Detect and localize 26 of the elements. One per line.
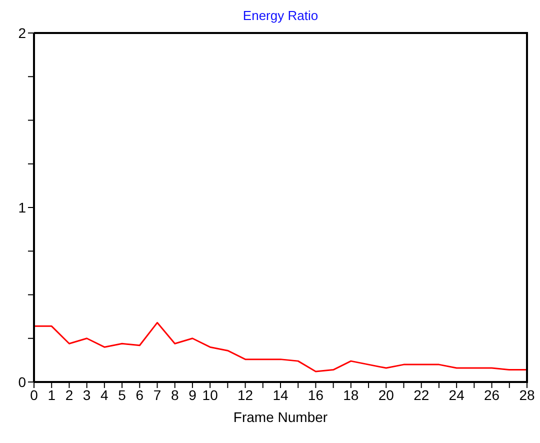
x-tick-label: 9: [188, 386, 197, 403]
x-tick-label: 6: [136, 386, 144, 403]
x-tick-label: 8: [170, 386, 179, 403]
x-tick-label: 28: [519, 386, 535, 403]
chart-title: Energy Ratio: [242, 8, 320, 23]
x-tick-label: 7: [153, 386, 162, 403]
y-tick-label: 0: [18, 374, 26, 390]
x-tick-label: 5: [118, 386, 126, 403]
x-axis-title: Frame Number: [233, 409, 328, 425]
x-tick-label: 12: [237, 386, 254, 403]
x-tick-label: 24: [448, 386, 465, 403]
x-tick-label: 2: [65, 386, 74, 403]
x-tick-label: 0: [30, 386, 38, 403]
x-tick-label: 3: [82, 386, 91, 403]
x-tick-label: 18: [343, 386, 359, 403]
x-tick-label: 22: [414, 386, 430, 403]
x-tick-label: 14: [272, 386, 288, 403]
x-tick-label: 4: [100, 386, 109, 403]
y-tick-label: 1: [18, 199, 26, 216]
x-tick-label: 20: [378, 386, 394, 403]
y-tick-label: 2: [18, 24, 26, 41]
x-tick-label: 1: [48, 386, 56, 403]
line-series: [34, 322, 527, 372]
x-tick-label: 16: [308, 386, 324, 403]
x-tick-label: 26: [484, 386, 500, 403]
x-tick-label: 10: [202, 386, 218, 403]
